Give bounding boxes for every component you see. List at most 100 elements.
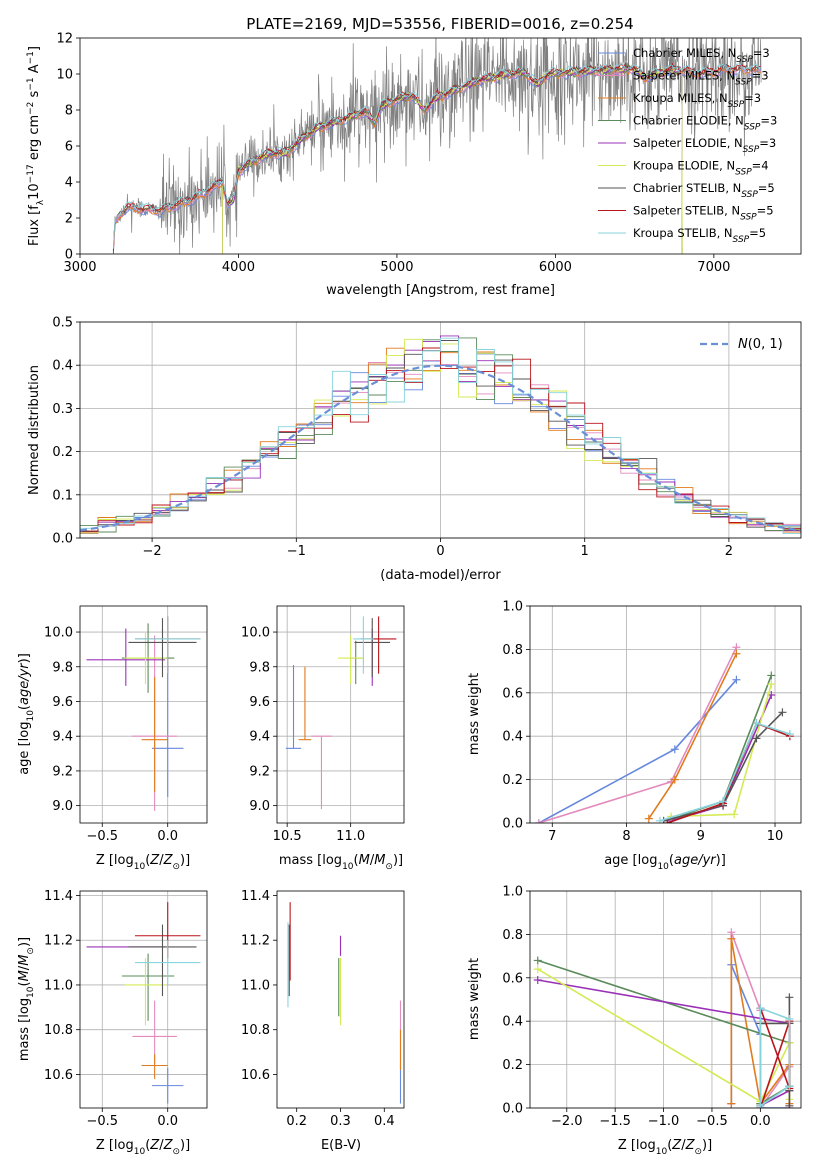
mass-vs-z-ylabel-part: mass [log bbox=[17, 998, 32, 1061]
mass-vs-z-ylabel-part: M bbox=[17, 970, 32, 981]
legend-entry-salpeter-stelib: Salpeter STELIB, NSSP=5 bbox=[633, 204, 774, 223]
mass_vs_Z-ytick-label: 10.8 bbox=[44, 1023, 73, 1038]
residuals-xtick-label: −2 bbox=[143, 544, 162, 559]
weight-vs-z-xlabel-part: 10 bbox=[656, 1147, 668, 1157]
mass-vs-z-xlabel-part: ⊙ bbox=[172, 1147, 180, 1157]
mass-vs-z-xlabel-part: ( bbox=[145, 1138, 150, 1153]
figure-title: PLATE=2169, MJD=53556, FIBERID=0016, z=0… bbox=[246, 15, 633, 33]
weight-vs-age-ylabel: mass weight bbox=[467, 673, 482, 755]
mass-vs-z-xlabel-part: Z [log bbox=[96, 1138, 134, 1153]
residuals-ytick-label: 0.1 bbox=[52, 488, 73, 503]
mass-vs-ebv-xlabel: E(B-V) bbox=[321, 1138, 361, 1153]
spectrum-ylabel-part: erg cm bbox=[27, 115, 42, 164]
age_vs_Z-ytick-label: 9.2 bbox=[52, 764, 73, 779]
legend-entry-kroupa-elodie-part: SSP bbox=[735, 168, 752, 178]
age-vs-mass-xlabel-part: M bbox=[374, 853, 385, 868]
weight_vs_Z-marker-chabrier-stelib bbox=[785, 1101, 794, 1108]
mass-vs-z-xlabel-part: 10 bbox=[134, 1147, 146, 1157]
spectrum-ytick-label: 10 bbox=[56, 68, 73, 83]
grid-layer bbox=[80, 321, 801, 1109]
weight-vs-age-xlabel-part: age/yr bbox=[674, 853, 717, 868]
legend-entry-chabrier-stelib-part: SSP bbox=[741, 190, 758, 200]
residuals-plot-area bbox=[80, 335, 801, 538]
gaussian-legend-label: N(0, 1) bbox=[738, 337, 783, 352]
legend-entry-chabrier-stelib-part: =5 bbox=[758, 181, 775, 195]
weight_vs_Z-ytick-label: 0.2 bbox=[502, 1058, 523, 1073]
legend-entry-salpeter-miles-part: Salpeter MILES, N bbox=[633, 69, 735, 83]
residuals-ylabel: Normed distribution bbox=[27, 365, 42, 495]
legend-entry-salpeter-elodie: Salpeter ELODIE, NSSP=3 bbox=[633, 136, 776, 155]
age-vs-z-xlabel-part: )] bbox=[180, 853, 190, 868]
weight_vs_Z-line-chabrier-stelib bbox=[760, 997, 791, 1106]
weight_vs_age-line-salpeter-miles bbox=[538, 646, 738, 823]
age_vs_Z-ytick-label: 9.4 bbox=[52, 730, 73, 745]
spectrum-data-line bbox=[113, 38, 762, 254]
weight_vs_age-xtick-label: 8 bbox=[622, 829, 630, 844]
weight_vs_age-marker-kroupa-miles bbox=[670, 775, 679, 784]
weight_vs_age-marker-kroupa-stelib bbox=[719, 797, 728, 806]
legend-entry-salpeter-stelib-part: SSP bbox=[740, 213, 757, 223]
spectrum-ylabel-part: s bbox=[27, 90, 42, 101]
age-vs-mass-xlabel-part: 10 bbox=[342, 862, 354, 872]
weight_vs_age-ytick-label: 0.2 bbox=[502, 773, 523, 788]
weight-vs-age-xlabel-part: )] bbox=[716, 853, 726, 868]
weight_vs_age-marker-chabrier-elodie bbox=[767, 671, 776, 680]
weight_vs_age-marker-chabrier-stelib bbox=[778, 708, 787, 717]
age_vs_mass-plot-area bbox=[285, 616, 397, 810]
mass_vs_Z-ytick-label: 11.4 bbox=[44, 889, 73, 904]
legend-entry-salpeter-stelib-part: =5 bbox=[757, 204, 774, 218]
legend-entry-kroupa-miles-part: Kroupa MILES, N bbox=[633, 91, 728, 105]
spectrum-ytick-label: 8 bbox=[65, 104, 73, 119]
age_vs_Z-plot-area bbox=[86, 616, 201, 811]
weight-vs-z-xlabel-part: ⊙ bbox=[694, 1147, 702, 1157]
spectrum-ytick-label: 2 bbox=[65, 212, 73, 227]
spectrum-ytick-label: 12 bbox=[56, 32, 73, 47]
weight_vs_age-xtick-label: 9 bbox=[697, 829, 705, 844]
legend-entry-salpeter-miles-part: =3 bbox=[752, 69, 769, 83]
residuals-xlabel: (data-model)/error bbox=[380, 568, 501, 583]
legend-entry-salpeter-miles-part: SSP bbox=[735, 78, 752, 88]
residuals-frame bbox=[79, 321, 802, 539]
mass_vs_EBV-ytick-label: 11.2 bbox=[241, 934, 270, 949]
weight_vs_age-frame bbox=[529, 605, 802, 824]
weight_vs_age-marker-salpeter-stelib bbox=[663, 819, 672, 823]
residuals-xtick-label: 1 bbox=[581, 544, 589, 559]
age_vs_Z-frame bbox=[79, 605, 208, 824]
mass-vs-z-xlabel: Z [log10(Z/Z⊙)] bbox=[96, 1138, 190, 1157]
weight_vs_age-ytick-label: 0.8 bbox=[502, 643, 523, 658]
weight_vs_Z-marker-kroupa-stelib bbox=[785, 1015, 794, 1024]
legend-entry-salpeter-elodie-part: SSP bbox=[743, 145, 760, 155]
age_vs_Z-ytick-label: 9.0 bbox=[52, 799, 73, 814]
spectrum-ylabel-part: −2 bbox=[26, 102, 36, 115]
weight_vs_Z-ytick-label: 0.4 bbox=[502, 1015, 523, 1030]
legend-entry-kroupa-stelib-part: Kroupa STELIB, N bbox=[633, 226, 733, 240]
residual-hist-salpeter-stelib bbox=[80, 347, 801, 538]
weight_vs_Z-xtick-label: −0.5 bbox=[696, 1114, 728, 1129]
age-vs-z-ylabel: age [log10(age/yr)] bbox=[17, 653, 36, 775]
weight-vs-z-xlabel-part: Z bbox=[685, 1138, 696, 1153]
residuals-ytick-label: 0.2 bbox=[52, 445, 73, 460]
spectrum-ylabel-part: −1 bbox=[26, 77, 36, 90]
weight_vs_Z-frame bbox=[529, 890, 802, 1109]
axes-layer bbox=[76, 37, 802, 1112]
legend-entry-chabrier-elodie-part: SSP bbox=[744, 123, 761, 133]
legend-entry-salpeter-elodie-part: Salpeter ELODIE, N bbox=[633, 136, 743, 150]
residuals-xtick-label: −1 bbox=[287, 544, 306, 559]
mass_vs_Z-frame bbox=[79, 890, 208, 1109]
residuals-ytick-label: 0.3 bbox=[52, 402, 73, 417]
weight_vs_age-ytick-label: 1.0 bbox=[502, 600, 523, 615]
weight_vs_age-marker-chabrier-miles bbox=[732, 675, 741, 684]
age_vs_Z-ytick-label: 9.6 bbox=[52, 695, 73, 710]
spectrum-xlabel: wavelength [Angstrom, rest frame] bbox=[326, 283, 555, 298]
legend-entry-chabrier-miles-part: =3 bbox=[753, 46, 770, 60]
legend-entry-kroupa-miles-part: =3 bbox=[744, 91, 761, 105]
weight_vs_age-marker-kroupa-elodie bbox=[767, 680, 776, 689]
age-vs-z-xlabel-part: / bbox=[159, 853, 164, 868]
legend-entry-chabrier-stelib-part: Chabrier STELIB, N bbox=[633, 181, 741, 195]
weight_vs_Z-marker-kroupa-stelib bbox=[785, 1082, 794, 1091]
age-vs-mass-xlabel: mass [log10(M/M⊙)] bbox=[279, 853, 403, 872]
legend-entry-chabrier-elodie-part: Chabrier ELODIE, N bbox=[633, 114, 744, 128]
age_vs_mass-ytick-label: 9.4 bbox=[249, 730, 270, 745]
gaussian-legend-label-part: (0, 1) bbox=[748, 337, 783, 352]
residuals-ytick-label: 0.4 bbox=[52, 359, 73, 374]
